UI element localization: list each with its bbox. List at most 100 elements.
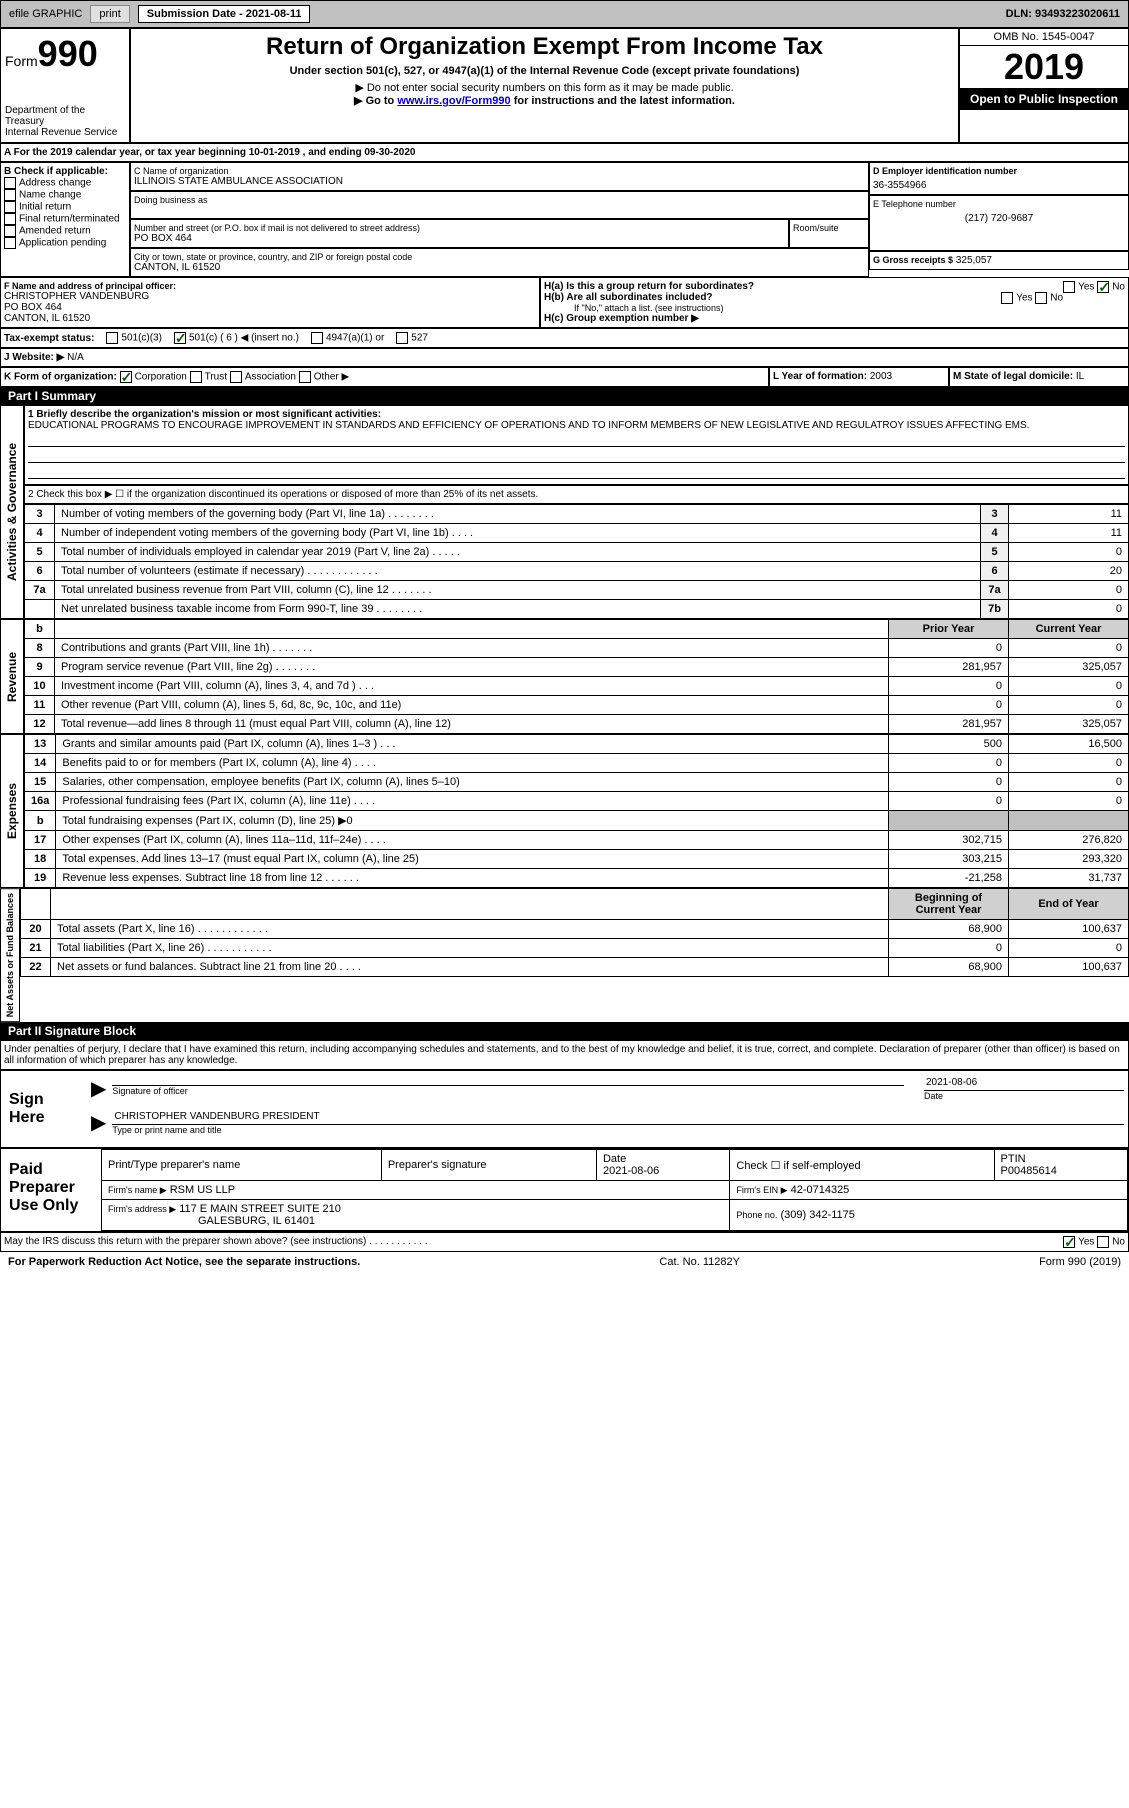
blank-line: [28, 433, 1125, 447]
form-label: Form: [5, 53, 38, 69]
box-b-checkbox[interactable]: [4, 189, 16, 201]
discuss-yes-checkbox[interactable]: [1063, 1236, 1075, 1248]
4947-checkbox[interactable]: [311, 332, 323, 344]
sig-date-label: Date: [924, 1091, 1124, 1101]
box-b-item: Initial return: [4, 201, 126, 213]
table-row: 11Other revenue (Part VIII, column (A), …: [25, 696, 1129, 715]
corp-checkbox[interactable]: [120, 371, 132, 383]
col-current: Current Year: [1009, 620, 1129, 639]
box-b-checkbox[interactable]: [4, 201, 16, 213]
firm-addr-label: Firm's address ▶: [108, 1204, 176, 1214]
opt-527: 527: [411, 333, 428, 344]
box-b-checkbox[interactable]: [4, 225, 16, 237]
form-header: Form990 Department of the Treasury Inter…: [0, 28, 1129, 143]
officer-city: CANTON, IL 61520: [4, 313, 536, 324]
line-a-text: For the 2019 calendar year, or tax year …: [14, 147, 416, 158]
street-label: Number and street (or P.O. box if mail i…: [134, 223, 785, 233]
trust-checkbox[interactable]: [190, 371, 202, 383]
table-row: 4Number of independent voting members of…: [25, 524, 1129, 543]
net-table: Beginning of Current YearEnd of Year 20T…: [20, 888, 1129, 977]
sign-here-label: Sign Here: [1, 1071, 81, 1147]
opt-501c: 501(c) ( 6 ) ◀ (insert no.): [189, 333, 299, 344]
table-row: 13Grants and similar amounts paid (Part …: [25, 735, 1129, 754]
hb-no: No: [1050, 293, 1063, 304]
hb-no-checkbox[interactable]: [1035, 292, 1047, 304]
org-name: ILLINOIS STATE AMBULANCE ASSOCIATION: [134, 176, 865, 187]
box-b-checkbox[interactable]: [4, 177, 16, 189]
table-row: 14Benefits paid to or for members (Part …: [25, 754, 1129, 773]
open-public-badge: Open to Public Inspection: [960, 88, 1128, 110]
dba-label: Doing business as: [134, 195, 865, 205]
discuss-yes: Yes: [1078, 1237, 1094, 1248]
table-row: 3Number of voting members of the governi…: [25, 505, 1129, 524]
line-a: A For the 2019 calendar year, or tax yea…: [0, 143, 1129, 162]
print-button[interactable]: print: [90, 5, 129, 23]
sig-arrow-icon: ▶: [91, 1110, 106, 1135]
expenses-table: 13Grants and similar amounts paid (Part …: [24, 734, 1129, 888]
irs-link[interactable]: www.irs.gov/Form990: [397, 95, 510, 107]
typed-name: CHRISTOPHER VANDENBURG PRESIDENT: [112, 1109, 1124, 1125]
website: N/A: [67, 352, 84, 363]
city-label: City or town, state or province, country…: [134, 252, 865, 262]
dln: DLN: 93493223020611: [1006, 8, 1120, 20]
table-row: 22Net assets or fund balances. Subtract …: [21, 958, 1129, 977]
box-b-item: Name change: [4, 189, 126, 201]
ein: 36-3554966: [873, 180, 1125, 191]
year-formation: 2003: [870, 371, 892, 382]
ha-label: H(a) Is this a group return for subordin…: [544, 281, 754, 292]
hb-yes-checkbox[interactable]: [1001, 292, 1013, 304]
hb-label: H(b) Are all subordinates included?: [544, 292, 713, 303]
box-i-label: Tax-exempt status:: [4, 333, 94, 344]
501c-checkbox[interactable]: [174, 332, 186, 344]
box-g-label: G Gross receipts $: [873, 255, 953, 265]
opt-trust: Trust: [205, 372, 227, 383]
other-checkbox[interactable]: [299, 371, 311, 383]
ptin: P00485614: [1001, 1165, 1057, 1177]
ha-no: No: [1112, 282, 1125, 293]
preparer-table: Print/Type preparer's name Preparer's si…: [101, 1149, 1128, 1231]
table-row: 15Salaries, other compensation, employee…: [25, 773, 1129, 792]
street: PO BOX 464: [134, 233, 785, 244]
declaration: Under penalties of perjury, I declare th…: [0, 1040, 1129, 1070]
blank-line: [28, 449, 1125, 463]
vert-governance: Activities & Governance: [0, 405, 24, 619]
box-c-name-label: C Name of organization: [134, 166, 865, 176]
boxes-row: B Check if applicable: Address changeNam…: [0, 162, 1129, 277]
501c3-checkbox[interactable]: [106, 332, 118, 344]
table-row: 19Revenue less expenses. Subtract line 1…: [25, 869, 1129, 888]
note2-pre: ▶ Go to: [354, 95, 397, 107]
mission-text: EDUCATIONAL PROGRAMS TO ENCOURAGE IMPROV…: [28, 420, 1029, 431]
discuss-no-checkbox[interactable]: [1097, 1236, 1109, 1248]
box-b-checkbox[interactable]: [4, 237, 16, 249]
q1-label: 1 Briefly describe the organization's mi…: [28, 409, 381, 420]
firm-city: GALESBURG, IL 61401: [108, 1215, 315, 1227]
discuss-no: No: [1112, 1237, 1125, 1248]
ha-no-checkbox[interactable]: [1097, 281, 1109, 293]
prep-col-name: Print/Type preparer's name: [102, 1150, 382, 1181]
domicile: IL: [1076, 371, 1084, 382]
part1-header: Part I Summary: [0, 387, 1129, 405]
prep-phone-label: Phone no.: [736, 1210, 777, 1220]
table-row: 6Total number of volunteers (estimate if…: [25, 562, 1129, 581]
prep-col-date: Date: [603, 1153, 626, 1165]
hc-label: H(c) Group exemption number ▶: [544, 313, 699, 324]
assoc-checkbox[interactable]: [230, 371, 242, 383]
box-b-item: Final return/terminated: [4, 213, 126, 225]
table-row: 16aProfessional fundraising fees (Part I…: [25, 792, 1129, 811]
hb-yes: Yes: [1016, 293, 1032, 304]
ha-yes-checkbox[interactable]: [1063, 281, 1075, 293]
table-row: 12Total revenue—add lines 8 through 11 (…: [25, 715, 1129, 734]
prep-date: 2021-08-06: [603, 1165, 659, 1177]
box-b-item: Address change: [4, 177, 126, 189]
dept-treasury: Department of the Treasury Internal Reve…: [5, 105, 125, 138]
527-checkbox[interactable]: [396, 332, 408, 344]
col-prior: Prior Year: [889, 620, 1009, 639]
officer-name: CHRISTOPHER VANDENBURG: [4, 291, 536, 302]
submission-date: Submission Date - 2021-08-11: [138, 5, 311, 23]
vert-revenue: Revenue: [0, 619, 24, 734]
box-b-checkbox[interactable]: [4, 213, 16, 225]
opt-501c3: 501(c)(3): [121, 333, 162, 344]
cat-no: Cat. No. 11282Y: [659, 1256, 740, 1268]
blank-line: [28, 465, 1125, 479]
omb-number: OMB No. 1545-0047: [960, 29, 1128, 46]
